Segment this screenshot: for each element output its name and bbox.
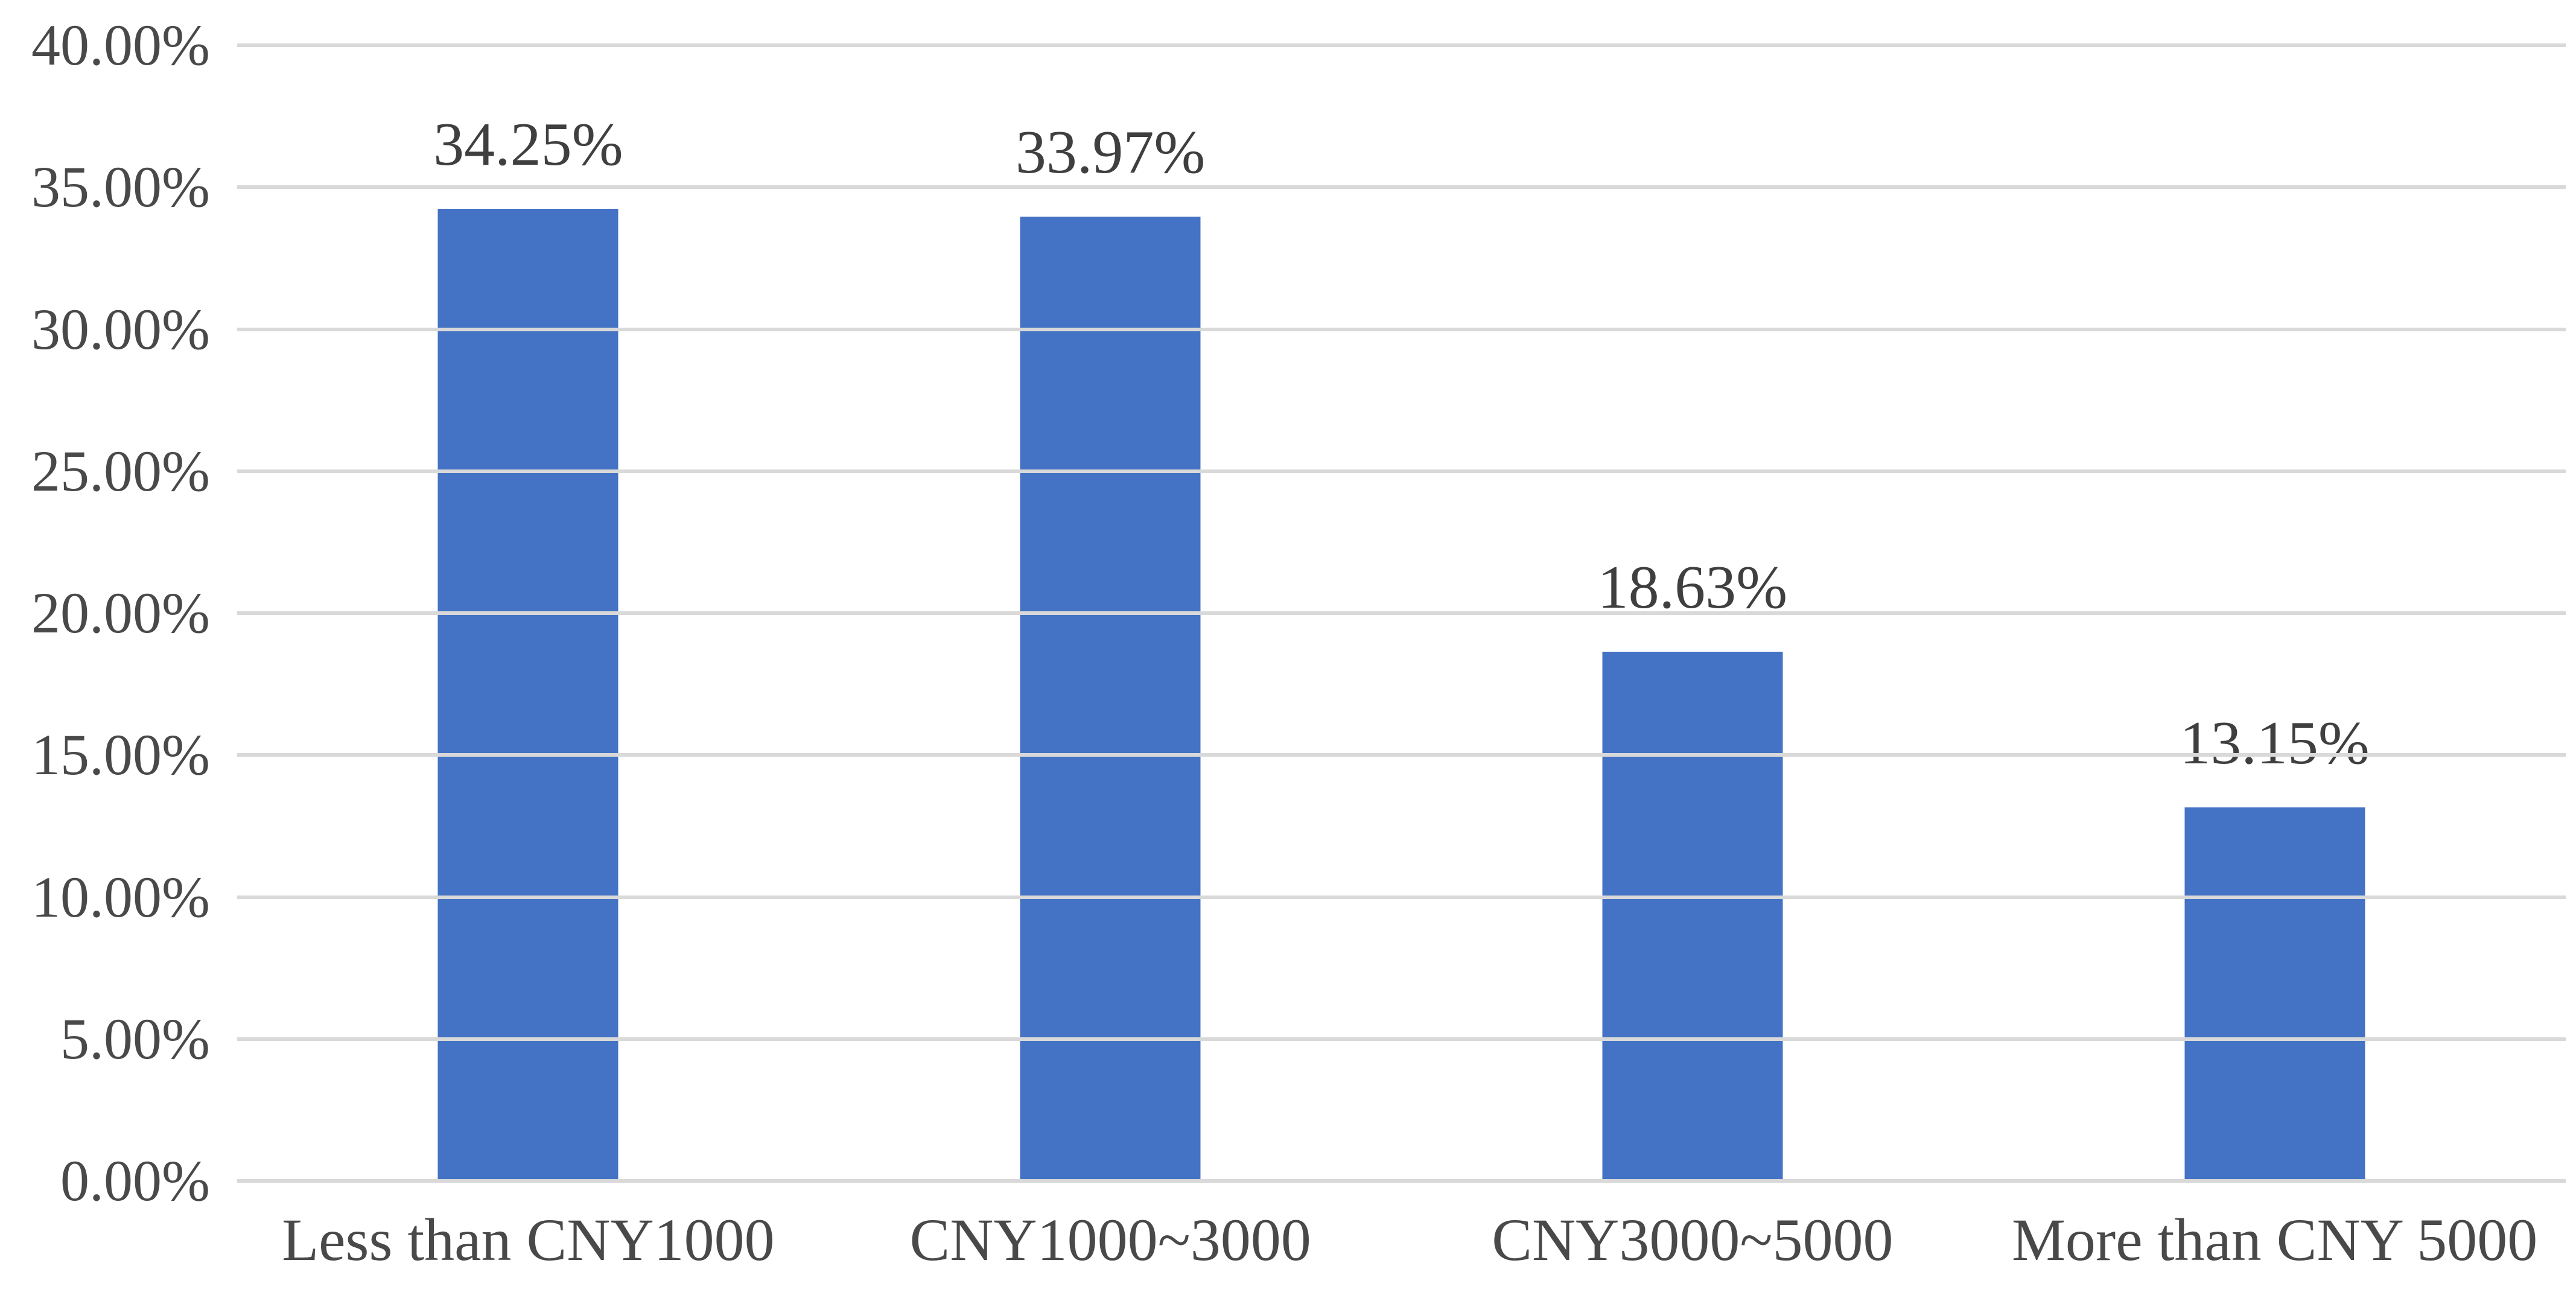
x-category-label: CNY1000~3000 xyxy=(909,1206,1311,1273)
bars-container: 34.25% 33.97% 18.63% 13.15% xyxy=(237,45,2566,1181)
bar-slot: 13.15% xyxy=(1983,45,2566,1181)
x-category-label: More than CNY 5000 xyxy=(2012,1206,2538,1273)
gridline xyxy=(237,753,2566,757)
x-category-label: CNY3000~5000 xyxy=(1492,1206,1894,1273)
gridline xyxy=(237,469,2566,473)
bar-value-label: 13.15% xyxy=(2180,709,2370,778)
y-axis-tick-label: 40.00% xyxy=(31,13,210,77)
y-axis: 40.00% 35.00% 30.00% 25.00% 20.00% 15.00% 10.0… xyxy=(0,16,210,1210)
plot-area: 34.25% 33.97% 18.63% 13.15% xyxy=(237,43,2566,1183)
bar xyxy=(1020,216,1201,1181)
y-axis-tick-label: 0.00% xyxy=(60,1148,210,1213)
gridline xyxy=(237,43,2566,47)
bar-value-label: 33.97% xyxy=(1015,118,1206,186)
bar-slot: 34.25% xyxy=(237,45,819,1181)
gridline xyxy=(237,1037,2566,1041)
y-axis-tick-label: 30.00% xyxy=(31,296,210,361)
x-axis: Less than CNY1000 CNY1000~3000 CNY3000~500… xyxy=(237,1210,2566,1270)
y-axis-tick-label: 10.00% xyxy=(31,864,210,929)
gridline xyxy=(237,611,2566,615)
bar-slot: 33.97% xyxy=(819,45,1402,1181)
bar xyxy=(1602,652,1783,1181)
bar xyxy=(2184,807,2365,1181)
bar-slot: 18.63% xyxy=(1402,45,1984,1181)
gridline xyxy=(237,327,2566,331)
gridline xyxy=(237,895,2566,899)
gridline xyxy=(237,185,2566,189)
y-axis-tick-label: 5.00% xyxy=(60,1006,210,1071)
bar-value-label: 18.63% xyxy=(1597,553,1788,622)
bar xyxy=(437,208,619,1181)
x-category-label: Less than CNY1000 xyxy=(282,1206,775,1273)
y-axis-tick-label: 20.00% xyxy=(31,581,210,645)
gridline xyxy=(237,1179,2566,1183)
y-axis-tick-label: 25.00% xyxy=(31,438,210,503)
y-axis-tick-label: 15.00% xyxy=(31,722,210,787)
bar-value-label: 34.25% xyxy=(433,110,623,179)
y-axis-tick-label: 35.00% xyxy=(31,154,210,220)
